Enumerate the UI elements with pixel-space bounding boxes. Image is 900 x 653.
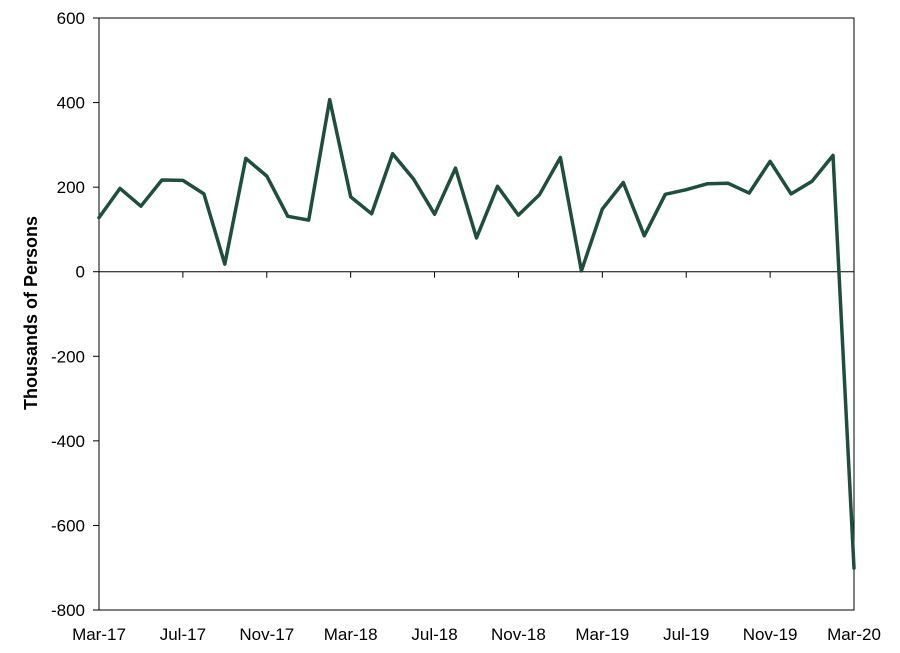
x-tick-label: Mar-19 <box>575 625 629 644</box>
y-tick-label: 400 <box>57 94 85 113</box>
plot-area: 600 400 200 0 -200 -400 -600 -800 Mar-17 Jul-17 No… <box>51 9 881 644</box>
series-line <box>97 97 856 570</box>
x-tick-label: Nov-18 <box>491 625 546 644</box>
y-tick-label: -600 <box>51 516 85 535</box>
plot-border <box>98 17 855 611</box>
y-tick-label: -400 <box>51 432 85 451</box>
y-tick-label: 0 <box>76 263 85 282</box>
x-tick-label: Jul-18 <box>411 625 457 644</box>
y-tick-label: 600 <box>57 9 85 28</box>
y-tick-label: 200 <box>57 178 85 197</box>
x-tick-label: Mar-17 <box>72 625 126 644</box>
x-tick-label: Nov-17 <box>239 625 294 644</box>
x-tick-label: Jul-19 <box>663 625 709 644</box>
y-tick-label: -800 <box>51 601 85 620</box>
y-tick-label: -200 <box>51 347 85 366</box>
x-tick-label: Mar-18 <box>324 625 378 644</box>
y-axis-title: Thousands of Persons <box>21 216 41 410</box>
x-tick-label: Nov-19 <box>743 625 798 644</box>
x-tick-label: Mar-20 <box>827 625 881 644</box>
x-tick-label: Jul-17 <box>160 625 206 644</box>
